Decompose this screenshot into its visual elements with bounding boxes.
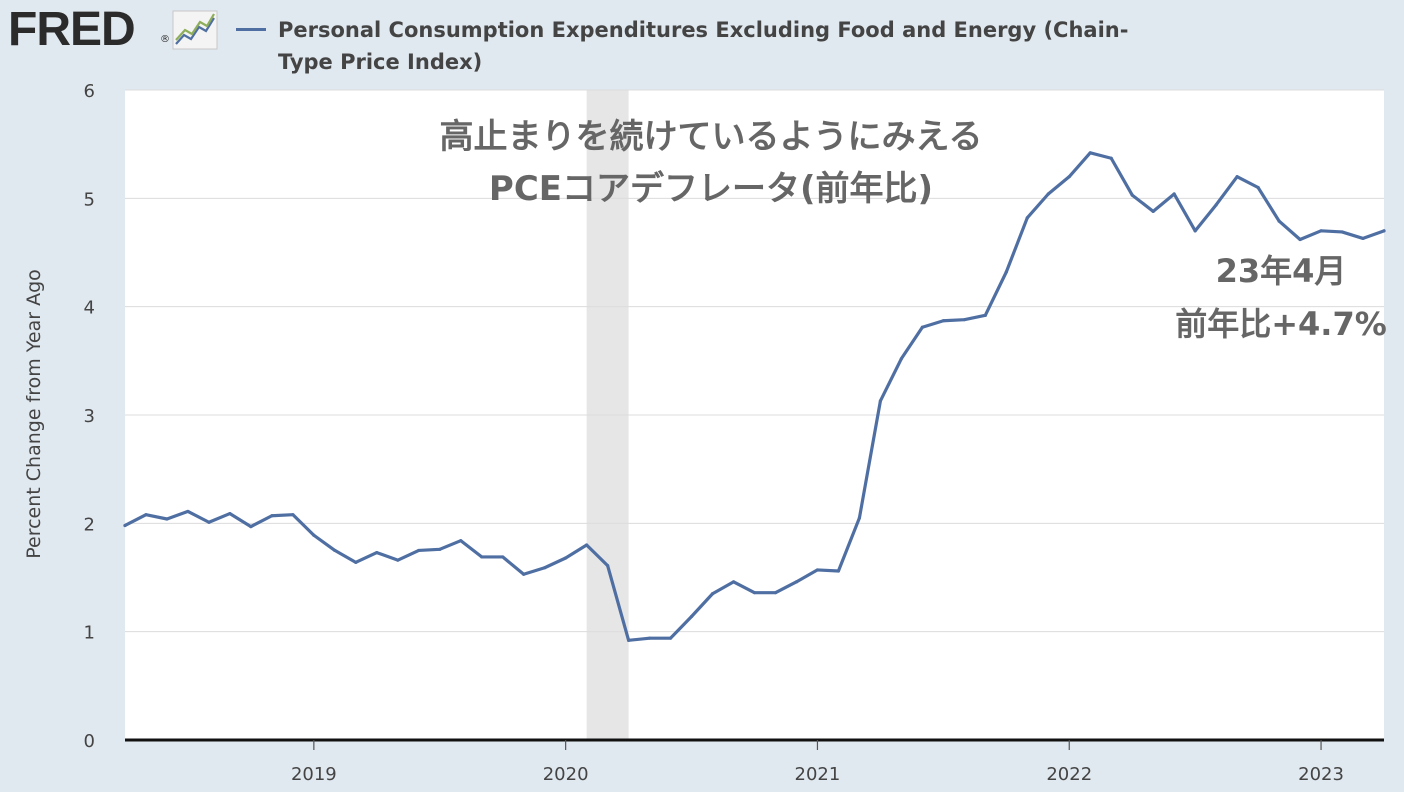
- chart-header: FRED ® Personal Consumption Expenditures…: [0, 0, 1404, 84]
- registered-mark: ®: [160, 34, 170, 45]
- data-point-2021-07[interactable]: [941, 319, 945, 323]
- data-point-2023-03[interactable]: [1361, 236, 1365, 241]
- data-point-2020-03[interactable]: [606, 563, 610, 568]
- data-point-2021-01[interactable]: [815, 568, 820, 572]
- latest-label-line-2: 前年比+4.7%: [1175, 305, 1387, 343]
- data-point-2018-06[interactable]: [165, 517, 169, 521]
- data-point-2021-06[interactable]: [920, 325, 924, 329]
- data-point-2020-02[interactable]: [585, 543, 589, 547]
- data-point-2018-10[interactable]: [249, 524, 253, 529]
- fred-logo[interactable]: FRED: [8, 3, 136, 56]
- data-point-2021-03[interactable]: [857, 516, 862, 520]
- y-tick-label-2: 2: [84, 514, 95, 535]
- x-tick-label-2020: 2020: [543, 764, 589, 785]
- commentary-line-1: 高止まりを続けているようにみえる: [440, 117, 983, 157]
- data-point-2019-05[interactable]: [396, 558, 400, 562]
- data-point-2020-05[interactable]: [647, 636, 652, 640]
- x-tick-label-2023: 2023: [1298, 764, 1344, 785]
- data-point-2021-04[interactable]: [878, 399, 883, 403]
- data-point-2021-12[interactable]: [1046, 192, 1050, 196]
- x-tick-label-2022: 2022: [1046, 764, 1092, 785]
- data-point-2021-08[interactable]: [962, 318, 966, 322]
- data-point-2020-04[interactable]: [627, 638, 631, 642]
- data-point-2022-08[interactable]: [1214, 203, 1218, 207]
- data-point-2020-12[interactable]: [794, 580, 799, 584]
- data-point-2023-02[interactable]: [1340, 230, 1344, 234]
- x-tick-label-2019: 2019: [291, 764, 337, 785]
- data-point-2022-01[interactable]: [1067, 175, 1071, 179]
- data-point-2023-04[interactable]: [1382, 229, 1386, 233]
- legend-swatch: [236, 28, 266, 31]
- data-point-2021-11[interactable]: [1025, 216, 1029, 220]
- y-tick-label-4: 4: [84, 298, 95, 319]
- data-point-2022-11[interactable]: [1277, 219, 1281, 223]
- data-point-2021-02[interactable]: [836, 569, 841, 573]
- x-tick-label-2021: 2021: [795, 764, 841, 785]
- data-point-2022-12[interactable]: [1298, 237, 1302, 242]
- data-point-2018-05[interactable]: [144, 513, 148, 517]
- data-point-2019-10[interactable]: [501, 555, 505, 559]
- y-tick-label-0: 0: [84, 731, 95, 752]
- data-point-2020-01[interactable]: [564, 556, 568, 560]
- data-point-2019-03[interactable]: [354, 560, 358, 564]
- y-tick-label-5: 5: [84, 189, 95, 210]
- data-point-2020-10[interactable]: [752, 591, 757, 595]
- data-point-2022-03[interactable]: [1109, 156, 1113, 160]
- line-chart-icon: [172, 10, 218, 50]
- data-point-2018-04[interactable]: [123, 523, 127, 528]
- data-point-2021-09[interactable]: [983, 313, 987, 317]
- data-point-2018-11[interactable]: [270, 514, 274, 518]
- data-point-2019-06[interactable]: [417, 548, 421, 553]
- commentary-line-2: PCEコアデフレータ(前年比): [489, 169, 933, 209]
- y-axis-title: Percent Change from Year Ago: [23, 269, 45, 559]
- data-point-2022-04[interactable]: [1130, 193, 1134, 197]
- data-point-2019-09[interactable]: [480, 555, 484, 559]
- data-point-2019-01[interactable]: [312, 533, 316, 537]
- data-point-2020-08[interactable]: [710, 592, 715, 596]
- y-tick-label-1: 1: [84, 623, 95, 644]
- data-point-2022-06[interactable]: [1172, 192, 1176, 196]
- data-point-2019-11[interactable]: [522, 572, 526, 576]
- data-point-2020-06[interactable]: [668, 636, 673, 640]
- data-point-2021-05[interactable]: [899, 357, 903, 361]
- series-title[interactable]: Personal Consumption Expenditures Exclud…: [278, 18, 1129, 74]
- data-point-2019-08[interactable]: [459, 539, 463, 543]
- data-point-2018-08[interactable]: [207, 520, 211, 524]
- data-point-2020-09[interactable]: [731, 580, 736, 584]
- data-point-2022-05[interactable]: [1151, 209, 1155, 213]
- data-point-2018-12[interactable]: [291, 513, 295, 517]
- data-point-2019-04[interactable]: [375, 550, 379, 555]
- data-point-2020-11[interactable]: [773, 591, 778, 595]
- data-point-2022-02[interactable]: [1088, 151, 1092, 155]
- y-tick-label-3: 3: [84, 406, 95, 427]
- data-point-2018-07[interactable]: [186, 509, 190, 514]
- data-point-2022-09[interactable]: [1235, 175, 1239, 179]
- data-point-2019-02[interactable]: [333, 548, 337, 553]
- data-point-2019-07[interactable]: [438, 547, 442, 551]
- data-point-2021-10[interactable]: [1004, 270, 1008, 274]
- data-point-2022-10[interactable]: [1256, 185, 1260, 190]
- data-point-2019-12[interactable]: [543, 566, 547, 570]
- latest-label-line-1: 23年4月: [1216, 252, 1347, 290]
- data-point-2018-09[interactable]: [228, 511, 232, 516]
- data-point-2022-07[interactable]: [1193, 229, 1197, 233]
- data-point-2020-07[interactable]: [689, 614, 694, 619]
- data-point-2023-01[interactable]: [1319, 229, 1323, 233]
- y-tick-label-6: 6: [84, 81, 95, 102]
